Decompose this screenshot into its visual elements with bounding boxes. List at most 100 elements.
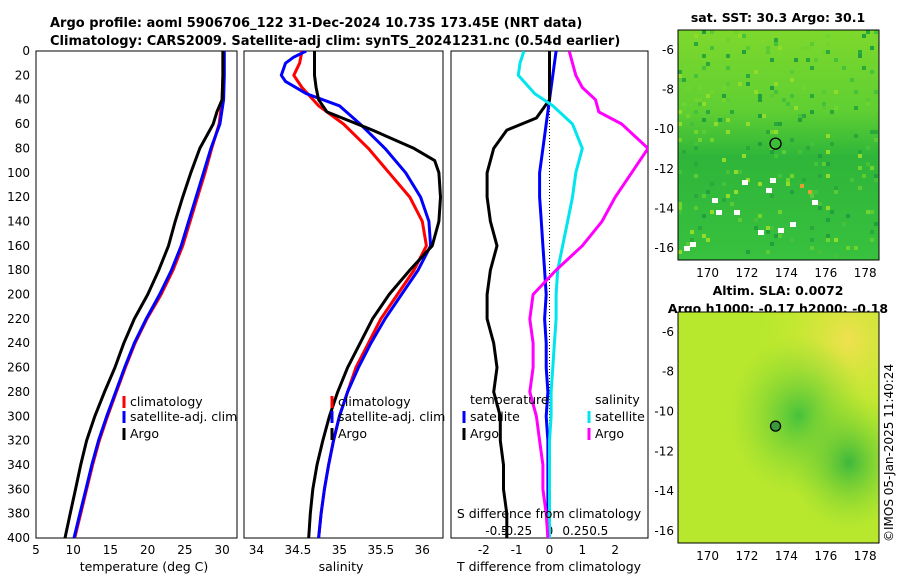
sst-pixel	[786, 178, 790, 182]
sst-pixel	[770, 86, 774, 90]
sst-pixel	[678, 206, 682, 210]
legend-title-salinity: salinity	[595, 392, 640, 407]
sst-pixel	[774, 38, 778, 42]
sst-pixel	[866, 162, 870, 166]
sst-pixel	[858, 166, 862, 170]
sst-pixel	[770, 94, 774, 98]
sst-warm-pixel	[800, 184, 804, 188]
sst-pixel	[766, 46, 770, 50]
sst-pixel	[854, 90, 858, 94]
sst-pixel	[678, 122, 682, 126]
sst-pixel	[694, 142, 698, 146]
sla-map-lat-labels: -6 -8 -10 -12 -14 -16	[654, 325, 674, 538]
sst-pixel	[874, 90, 878, 94]
sst-pixel	[722, 158, 726, 162]
legend-label-t-argo: Argo	[470, 426, 499, 441]
sst-pixel	[694, 206, 698, 210]
sst-pixel	[806, 146, 810, 150]
sst-pixel	[830, 74, 834, 78]
sst-pixel	[758, 114, 762, 118]
lon-tick-label: 170	[696, 266, 719, 280]
sst-pixel	[738, 82, 742, 86]
lat-tick-label: -8	[662, 82, 674, 96]
sst-pixel	[758, 182, 762, 186]
x-tick-label: 36	[415, 543, 430, 557]
legend-label-t-satellite: satellite	[470, 409, 520, 424]
sst-missing-pixel	[734, 210, 740, 215]
sst-pixel	[810, 238, 814, 242]
legend-label-climatology: climatology	[130, 394, 203, 409]
sst-pixel	[790, 106, 794, 110]
sst-pixel	[726, 194, 730, 198]
sst-pixel	[826, 50, 830, 54]
sst-pixel	[738, 218, 742, 222]
sst-pixel	[870, 70, 874, 74]
sst-pixel	[726, 82, 730, 86]
sst-pixel	[790, 174, 794, 178]
sst-pixel	[706, 114, 710, 118]
salinity-legend: climatology satellite-adj. clim Argo	[330, 394, 445, 441]
sst-pixel	[790, 190, 794, 194]
sst-pixel	[758, 214, 762, 218]
sst-pixel	[810, 66, 814, 70]
sst-pixel	[870, 230, 874, 234]
depth-tick-label: 160	[7, 239, 30, 253]
sst-pixel	[778, 46, 782, 50]
sst-pixel	[826, 234, 830, 238]
depth-tick-label: 60	[15, 117, 30, 131]
sst-pixel	[842, 70, 846, 74]
sst-pixel	[718, 118, 722, 122]
sst-pixel	[862, 66, 866, 70]
sst-pixel	[726, 118, 730, 122]
sst-pixel	[710, 210, 714, 214]
lon-tick-label: 176	[814, 549, 837, 563]
sst-pixel	[794, 106, 798, 110]
sst-pixel	[846, 246, 850, 250]
depth-tick-label: 280	[7, 385, 30, 399]
sst-pixel	[810, 110, 814, 114]
sst-pixel	[738, 34, 742, 38]
lon-tick-label: 172	[736, 266, 759, 280]
s-difference-xlabel: S difference from climatology	[457, 506, 642, 521]
depth-tick-label: 240	[7, 336, 30, 350]
sst-pixel	[754, 90, 758, 94]
sst-pixel	[870, 130, 874, 134]
sst-missing-pixel	[742, 180, 748, 185]
x-tick-label: 1	[579, 543, 587, 557]
sst-pixel	[818, 206, 822, 210]
sst-missing-pixel	[766, 188, 772, 193]
depth-tick-label: 220	[7, 312, 30, 326]
sst-pixel	[806, 46, 810, 50]
sst-pixel	[790, 238, 794, 242]
sst-pixel	[866, 102, 870, 106]
sst-missing-pixel	[684, 246, 690, 251]
sst-pixel	[702, 102, 706, 106]
legend-label-argo: Argo	[338, 426, 367, 441]
sst-pixel	[726, 62, 730, 66]
sst-warm-pixel	[808, 190, 812, 194]
sst-pixel	[694, 42, 698, 46]
sst-pixel	[794, 58, 798, 62]
depth-tick-label: 120	[7, 190, 30, 204]
lat-tick-label: -6	[662, 325, 674, 339]
sst-pixel	[822, 102, 826, 106]
sst-pixel	[702, 234, 706, 238]
sst-pixel	[786, 102, 790, 106]
sst-pixel	[690, 230, 694, 234]
sst-pixel	[810, 42, 814, 46]
sst-pixel	[766, 130, 770, 134]
sst-missing-pixel	[790, 222, 796, 227]
sst-pixel	[782, 98, 786, 102]
sst-pixel	[754, 226, 758, 230]
sst-pixel	[770, 130, 774, 134]
sst-pixel	[818, 202, 822, 206]
sst-map-title: sat. SST: 30.3 Argo: 30.1	[691, 10, 865, 25]
series-line-t-argo	[485, 51, 551, 538]
sst-pixel	[694, 162, 698, 166]
sst-pixel	[858, 154, 862, 158]
temperature-panel: 0 20 40 60 80 100 120 140 160 180 200 220 240 260 280 3…	[7, 44, 238, 574]
sst-pixel	[870, 238, 874, 242]
lon-tick-label: 170	[696, 549, 719, 563]
sst-map-lat-labels: -6 -8 -10 -12 -14 -16	[654, 43, 674, 255]
